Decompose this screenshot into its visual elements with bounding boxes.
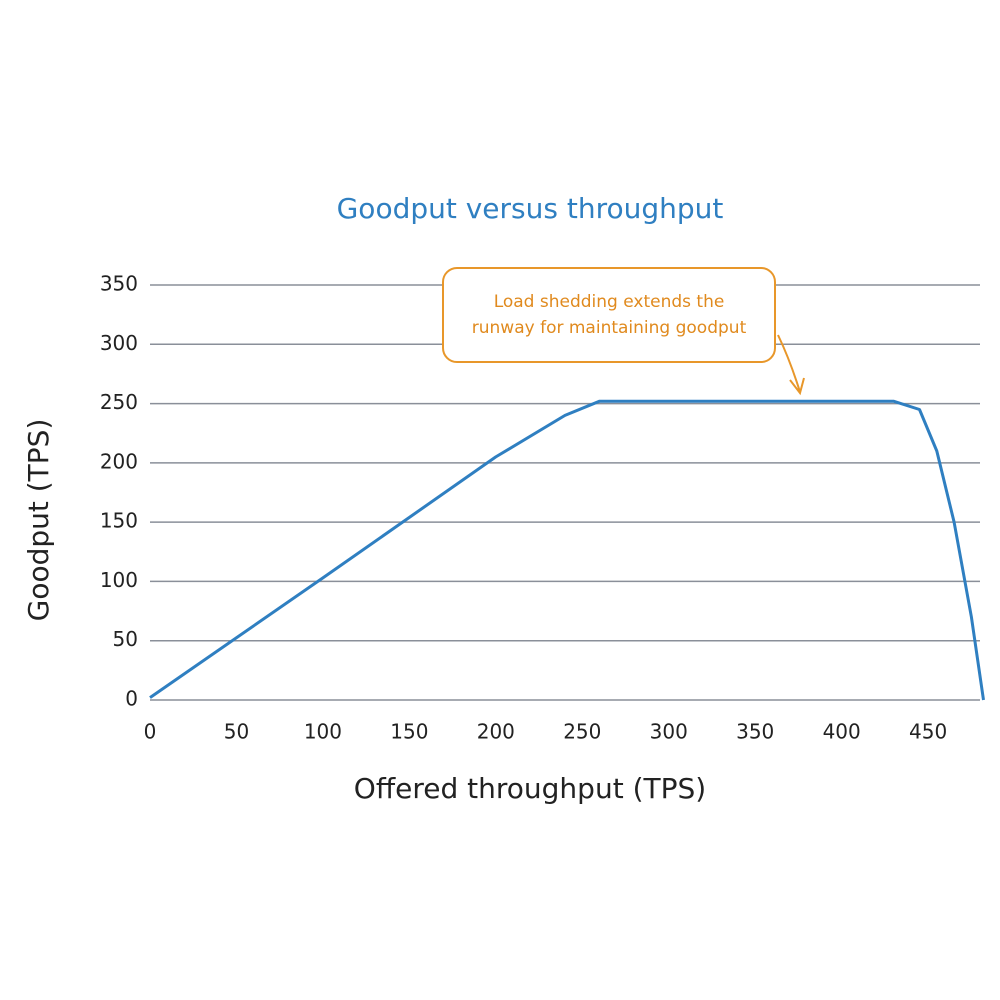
y-tick-label: 0 xyxy=(125,687,138,711)
x-tick-label: 350 xyxy=(736,720,774,744)
y-tick-label: 50 xyxy=(113,627,138,651)
x-tick-label: 150 xyxy=(390,720,428,744)
y-tick-label: 250 xyxy=(100,390,138,414)
annotation-box xyxy=(442,267,776,363)
y-tick-label: 150 xyxy=(100,509,138,533)
line xyxy=(149,399,985,701)
x-tick-label: 300 xyxy=(650,720,688,744)
x-tick-label: 0 xyxy=(144,720,157,744)
annotation-text: runway for maintaining goodput xyxy=(472,318,747,338)
y-tick-label: 200 xyxy=(100,449,138,473)
x-axis-label: Offered throughput (TPS) xyxy=(354,772,706,805)
y-tick-label: 350 xyxy=(100,272,138,296)
x-tick-label: 250 xyxy=(563,720,601,744)
y-tick-label: 300 xyxy=(100,331,138,355)
x-tick-label: 100 xyxy=(304,720,342,744)
x-tick-label: 200 xyxy=(477,720,515,744)
x-tick-label: 50 xyxy=(224,720,249,744)
annotation-arrow xyxy=(777,334,805,396)
y-axis-label: Goodput (TPS) xyxy=(22,419,55,622)
y-tick-label: 100 xyxy=(100,568,138,592)
x-tick-label: 450 xyxy=(909,720,947,744)
annotation-text: Load shedding extends the xyxy=(494,292,725,312)
chart-title: Goodput versus throughput xyxy=(337,192,724,225)
x-tick-label: 400 xyxy=(823,720,861,744)
